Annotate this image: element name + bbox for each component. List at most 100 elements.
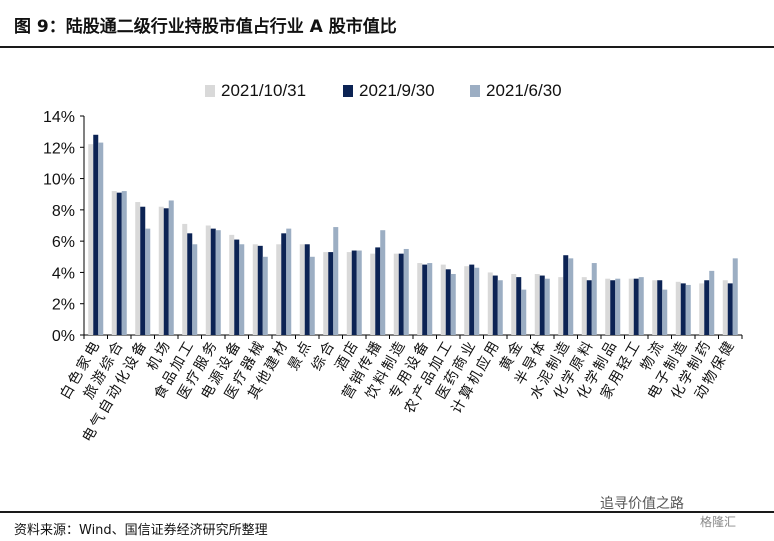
bar-2 xyxy=(586,280,592,335)
bar-3 xyxy=(121,191,127,335)
bar-3 xyxy=(474,267,480,335)
bar-1 xyxy=(135,202,141,335)
bar-2 xyxy=(680,283,686,335)
bar-2 xyxy=(398,253,404,335)
bar-2 xyxy=(281,233,287,335)
bar-2 xyxy=(375,247,381,335)
bar-1 xyxy=(346,252,352,335)
y-tick-label: 6% xyxy=(52,234,75,251)
bar-1 xyxy=(699,283,705,335)
y-tick-label: 14% xyxy=(43,109,75,126)
bar-3 xyxy=(380,230,386,335)
bar-3 xyxy=(98,142,104,335)
bar-2 xyxy=(257,245,263,335)
y-tick-label: 0% xyxy=(52,328,75,345)
bar-3 xyxy=(309,256,315,335)
bar-1 xyxy=(205,225,211,335)
bar-1 xyxy=(182,223,188,335)
bar-2 xyxy=(304,244,310,335)
bar-3 xyxy=(615,278,621,335)
bar-3 xyxy=(262,256,268,335)
bar-1 xyxy=(675,281,681,335)
bar-2 xyxy=(210,228,216,335)
figure-title: 图 9：陆股通二级行业持股市值占行业 A 股市值比 xyxy=(14,17,397,37)
bar-2 xyxy=(140,206,146,335)
bar-1 xyxy=(88,144,94,335)
bar-3 xyxy=(286,228,292,335)
source-note: 资料来源：Wind、国信证券经济研究所整理 xyxy=(14,523,268,538)
y-tick-label: 4% xyxy=(52,265,75,282)
bar-3 xyxy=(427,263,433,335)
bar-1 xyxy=(229,234,235,335)
legend-swatch-1 xyxy=(205,85,215,97)
bar-3 xyxy=(591,263,597,335)
bar-2 xyxy=(704,280,710,335)
bar-3 xyxy=(333,227,339,335)
bar-3 xyxy=(732,258,738,335)
bar-1 xyxy=(417,263,423,335)
bar-1 xyxy=(323,252,329,335)
bar-3 xyxy=(145,228,151,335)
bar-1 xyxy=(558,277,564,335)
bar-1 xyxy=(722,280,728,335)
bar-1 xyxy=(581,277,587,335)
bar-1 xyxy=(534,273,540,335)
bar-2 xyxy=(351,250,357,335)
bar-2 xyxy=(163,208,169,335)
x-category-label: 景点 xyxy=(285,337,315,374)
bar-1 xyxy=(299,244,305,335)
watermark-logo: 格隆汇 xyxy=(700,515,737,529)
bar-3 xyxy=(168,200,174,335)
bar-2 xyxy=(116,192,122,335)
legend-label-1: 2021/10/31 xyxy=(221,81,306,100)
bar-3 xyxy=(356,250,362,335)
bar-3 xyxy=(450,273,456,335)
bar-2 xyxy=(328,252,334,335)
bar-2 xyxy=(234,239,240,335)
bar-1 xyxy=(440,264,446,335)
bar-2 xyxy=(563,255,569,335)
y-tick-label: 2% xyxy=(52,297,75,314)
bar-3 xyxy=(192,244,198,335)
bar-1 xyxy=(276,244,282,335)
bar-3 xyxy=(215,230,221,335)
bar-1 xyxy=(252,244,258,335)
y-tick-label: 8% xyxy=(52,203,75,220)
x-category-label: 综合 xyxy=(309,337,339,374)
bar-3 xyxy=(521,289,527,335)
bar-2 xyxy=(187,233,193,335)
y-tick-label: 12% xyxy=(43,140,75,157)
bar-2 xyxy=(469,264,475,335)
bar-1 xyxy=(511,273,517,335)
bar-3 xyxy=(239,244,245,335)
bar-2 xyxy=(657,280,663,335)
legend-swatch-2 xyxy=(343,85,353,97)
bar-3 xyxy=(685,284,691,335)
bar-2 xyxy=(539,275,545,335)
y-tick-label: 10% xyxy=(43,172,75,189)
bar-3 xyxy=(638,277,644,335)
bar-2 xyxy=(492,275,498,335)
bar-2 xyxy=(633,278,639,335)
bar-chart: 0%2%4%6%8%10%12%14%白色家电旅游综合电气自动化设备机场食品加工… xyxy=(43,81,743,445)
legend-label-3: 2021/6/30 xyxy=(486,81,562,100)
bar-1 xyxy=(111,191,117,335)
bar-1 xyxy=(652,280,658,335)
footer-divider xyxy=(0,511,774,513)
legend-swatch-3 xyxy=(470,85,480,97)
bar-3 xyxy=(497,280,503,335)
bar-3 xyxy=(709,270,715,335)
bar-3 xyxy=(403,248,409,335)
bar-1 xyxy=(370,253,376,335)
bar-2 xyxy=(445,269,451,335)
bar-3 xyxy=(544,278,550,335)
bar-1 xyxy=(605,278,611,335)
bar-1 xyxy=(628,278,634,335)
bar-3 xyxy=(662,289,668,335)
bar-1 xyxy=(158,206,164,335)
bar-2 xyxy=(610,280,616,335)
bar-1 xyxy=(464,266,470,335)
bar-1 xyxy=(393,253,399,335)
legend-label-2: 2021/9/30 xyxy=(359,81,435,100)
bar-2 xyxy=(422,264,428,335)
